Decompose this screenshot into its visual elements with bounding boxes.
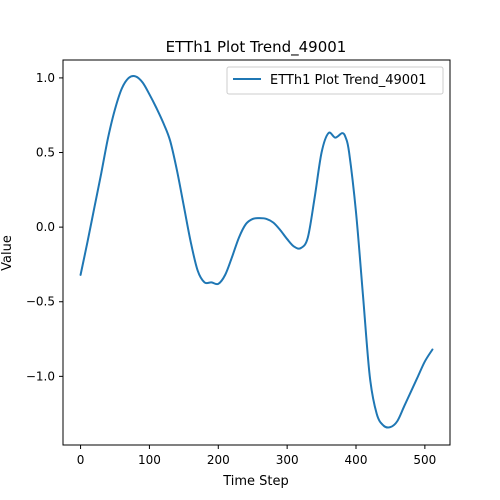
x-axis-label: Time Step xyxy=(222,474,289,489)
chart-title: ETTh1 Plot Trend_49001 xyxy=(166,38,347,57)
plot-area xyxy=(63,60,450,445)
y-tick-label: −1.0 xyxy=(26,369,55,383)
legend-box xyxy=(226,66,444,95)
x-tick-label: 400 xyxy=(345,453,368,467)
legend-label: ETTh1 Plot Trend_49001 xyxy=(270,73,427,88)
x-tick-label: 200 xyxy=(207,453,230,467)
y-tick-label: 0.0 xyxy=(36,220,55,234)
x-tick-label: 0 xyxy=(77,453,85,467)
x-tick-label: 500 xyxy=(413,453,436,467)
legend: ETTh1 Plot Trend_49001 xyxy=(226,66,444,95)
x-tick-label: 300 xyxy=(276,453,299,467)
y-tick-label: −0.5 xyxy=(26,295,55,309)
y-tick-label: 0.5 xyxy=(36,146,55,160)
x-tick-label: 100 xyxy=(138,453,161,467)
plot-frame xyxy=(62,59,451,446)
y-tick-label: 1.0 xyxy=(36,71,55,85)
y-axis-label: Value xyxy=(0,235,15,271)
series-line xyxy=(79,75,434,429)
